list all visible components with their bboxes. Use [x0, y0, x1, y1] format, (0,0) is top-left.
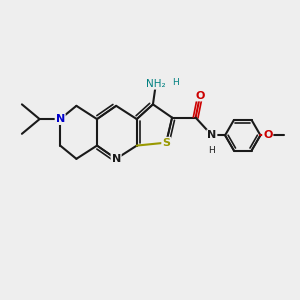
Text: H: H [208, 146, 215, 154]
Text: N: N [207, 130, 217, 140]
Text: S: S [162, 138, 170, 148]
Text: O: O [195, 91, 205, 100]
Text: N: N [112, 154, 121, 164]
Text: O: O [263, 130, 272, 140]
Text: N: N [56, 114, 65, 124]
Text: NH₂: NH₂ [146, 79, 166, 89]
Text: H: H [172, 78, 179, 87]
